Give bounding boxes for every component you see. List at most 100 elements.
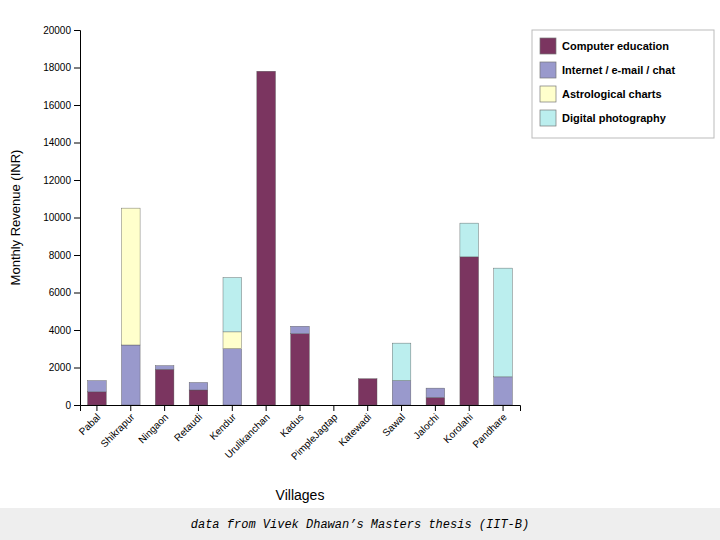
legend-label: Digital photography	[562, 112, 667, 124]
bar-segment	[494, 377, 513, 405]
footer: data from Vivek Dhawan’s Masters thesis …	[0, 508, 720, 540]
legend-box	[532, 30, 714, 138]
tick-mark	[74, 405, 80, 406]
bar-segment	[426, 388, 445, 397]
annotation: data from Vivek Dhawan’s Masters thesis …	[191, 518, 529, 532]
bar-segment	[460, 257, 479, 405]
bar-segment	[358, 379, 377, 405]
y-tick: 20000	[43, 25, 80, 36]
tick-mark	[74, 180, 80, 181]
tick-mark	[164, 405, 165, 411]
bar-segment	[223, 332, 242, 349]
tick-label: 0	[65, 400, 71, 411]
y-tick: 12000	[43, 175, 80, 186]
bar-segment	[392, 381, 411, 405]
bar-segment	[189, 383, 208, 391]
tick-label: 6000	[49, 287, 72, 298]
y-tick: 6000	[49, 287, 80, 298]
legend-item: Astrological charts	[540, 86, 662, 102]
x-tick: Shikrapur	[98, 405, 137, 449]
x-tick: Ningaon	[136, 405, 170, 445]
x-tick: Kendur	[207, 405, 238, 442]
bar-segment	[291, 326, 310, 327]
tick-mark	[74, 293, 80, 294]
tick-mark	[198, 405, 199, 411]
tick-label: 4000	[49, 325, 72, 336]
tick-label: 12000	[43, 175, 71, 186]
x-axis: PabalShikrapurNingaonRetaudiKendurUrulik…	[77, 405, 521, 462]
bar-segment	[155, 369, 174, 405]
y-tick: 10000	[43, 212, 80, 223]
tick-label: 16000	[43, 100, 71, 111]
x-tick: Retaudi	[172, 405, 204, 444]
axis-line	[74, 31, 81, 406]
chart: 0200040006000800010000120001400016000180…	[0, 0, 720, 540]
y-axis: 0200040006000800010000120001400016000180…	[43, 25, 80, 411]
bar-segment	[223, 278, 242, 332]
tick-mark	[266, 405, 267, 411]
tick-label: Korolahi	[441, 411, 475, 445]
tick-mark	[469, 405, 470, 411]
tick-mark	[232, 405, 233, 411]
tick-mark	[74, 255, 80, 256]
tick-label: Ningaon	[136, 411, 170, 445]
bar-segment	[358, 378, 377, 379]
legend-swatch	[540, 62, 556, 78]
y-tick: 18000	[43, 62, 80, 73]
bar-series	[223, 223, 512, 381]
tick-label: 2000	[49, 362, 72, 373]
tick-mark	[74, 30, 80, 31]
bar-segment	[257, 71, 276, 72]
bar-segment	[291, 326, 310, 334]
bar-segment	[257, 71, 276, 72]
x-tick: Jalochi	[411, 405, 441, 441]
tick-label: Retaudi	[172, 411, 204, 443]
bar-segment	[189, 390, 208, 405]
tick-label: 8000	[49, 250, 72, 261]
tick-mark	[74, 105, 80, 106]
x-tick: Sawal	[380, 405, 407, 438]
tick-mark	[74, 68, 80, 69]
legend-label: Astrological charts	[562, 88, 662, 100]
tick-label: Kadus	[278, 411, 306, 439]
bar-segment	[426, 398, 445, 406]
bar-segment	[325, 405, 344, 406]
x-tick: Urulikanchan	[223, 405, 272, 460]
legend-swatch	[540, 86, 556, 102]
y-tick: 2000	[49, 362, 80, 373]
bar-segment	[189, 382, 208, 383]
tick-label: Sawal	[380, 411, 407, 438]
bar-segment	[257, 71, 276, 72]
legend-swatch	[540, 38, 556, 54]
bar-segment	[325, 405, 344, 406]
bar-segment	[494, 268, 513, 377]
x-tick: Kadus	[278, 405, 306, 439]
tick-label: Shikrapur	[98, 411, 137, 450]
bar-segment	[189, 382, 208, 383]
x-axis-title: Villages	[276, 487, 325, 503]
tick-mark	[435, 405, 436, 411]
tick-mark	[74, 330, 80, 331]
bar-segment	[121, 208, 140, 209]
bar-segment	[155, 365, 174, 366]
y-tick: 0	[65, 400, 80, 411]
bar-segment	[88, 380, 107, 381]
y-axis-title: Monthly Revenue (INR)	[8, 150, 23, 286]
legend-item: Internet / e-mail / chat	[540, 62, 675, 78]
tick-mark	[74, 143, 80, 144]
y-tick: 16000	[43, 100, 80, 111]
tick-mark	[333, 405, 334, 411]
bar-segment	[121, 208, 140, 345]
tick-label: Kendur	[207, 411, 238, 442]
tick-mark	[503, 405, 504, 411]
y-tick: 4000	[49, 325, 80, 336]
bar-segment	[257, 71, 276, 405]
bar-series	[121, 208, 241, 349]
tick-label: Pabal	[77, 411, 103, 437]
tick-label: Jalochi	[411, 411, 441, 441]
x-tick: PimpleJagtap	[289, 405, 340, 462]
legend-item: Digital photography	[540, 110, 667, 126]
bar-segment	[155, 366, 174, 370]
bars	[88, 71, 513, 405]
footer-bar	[0, 508, 720, 540]
